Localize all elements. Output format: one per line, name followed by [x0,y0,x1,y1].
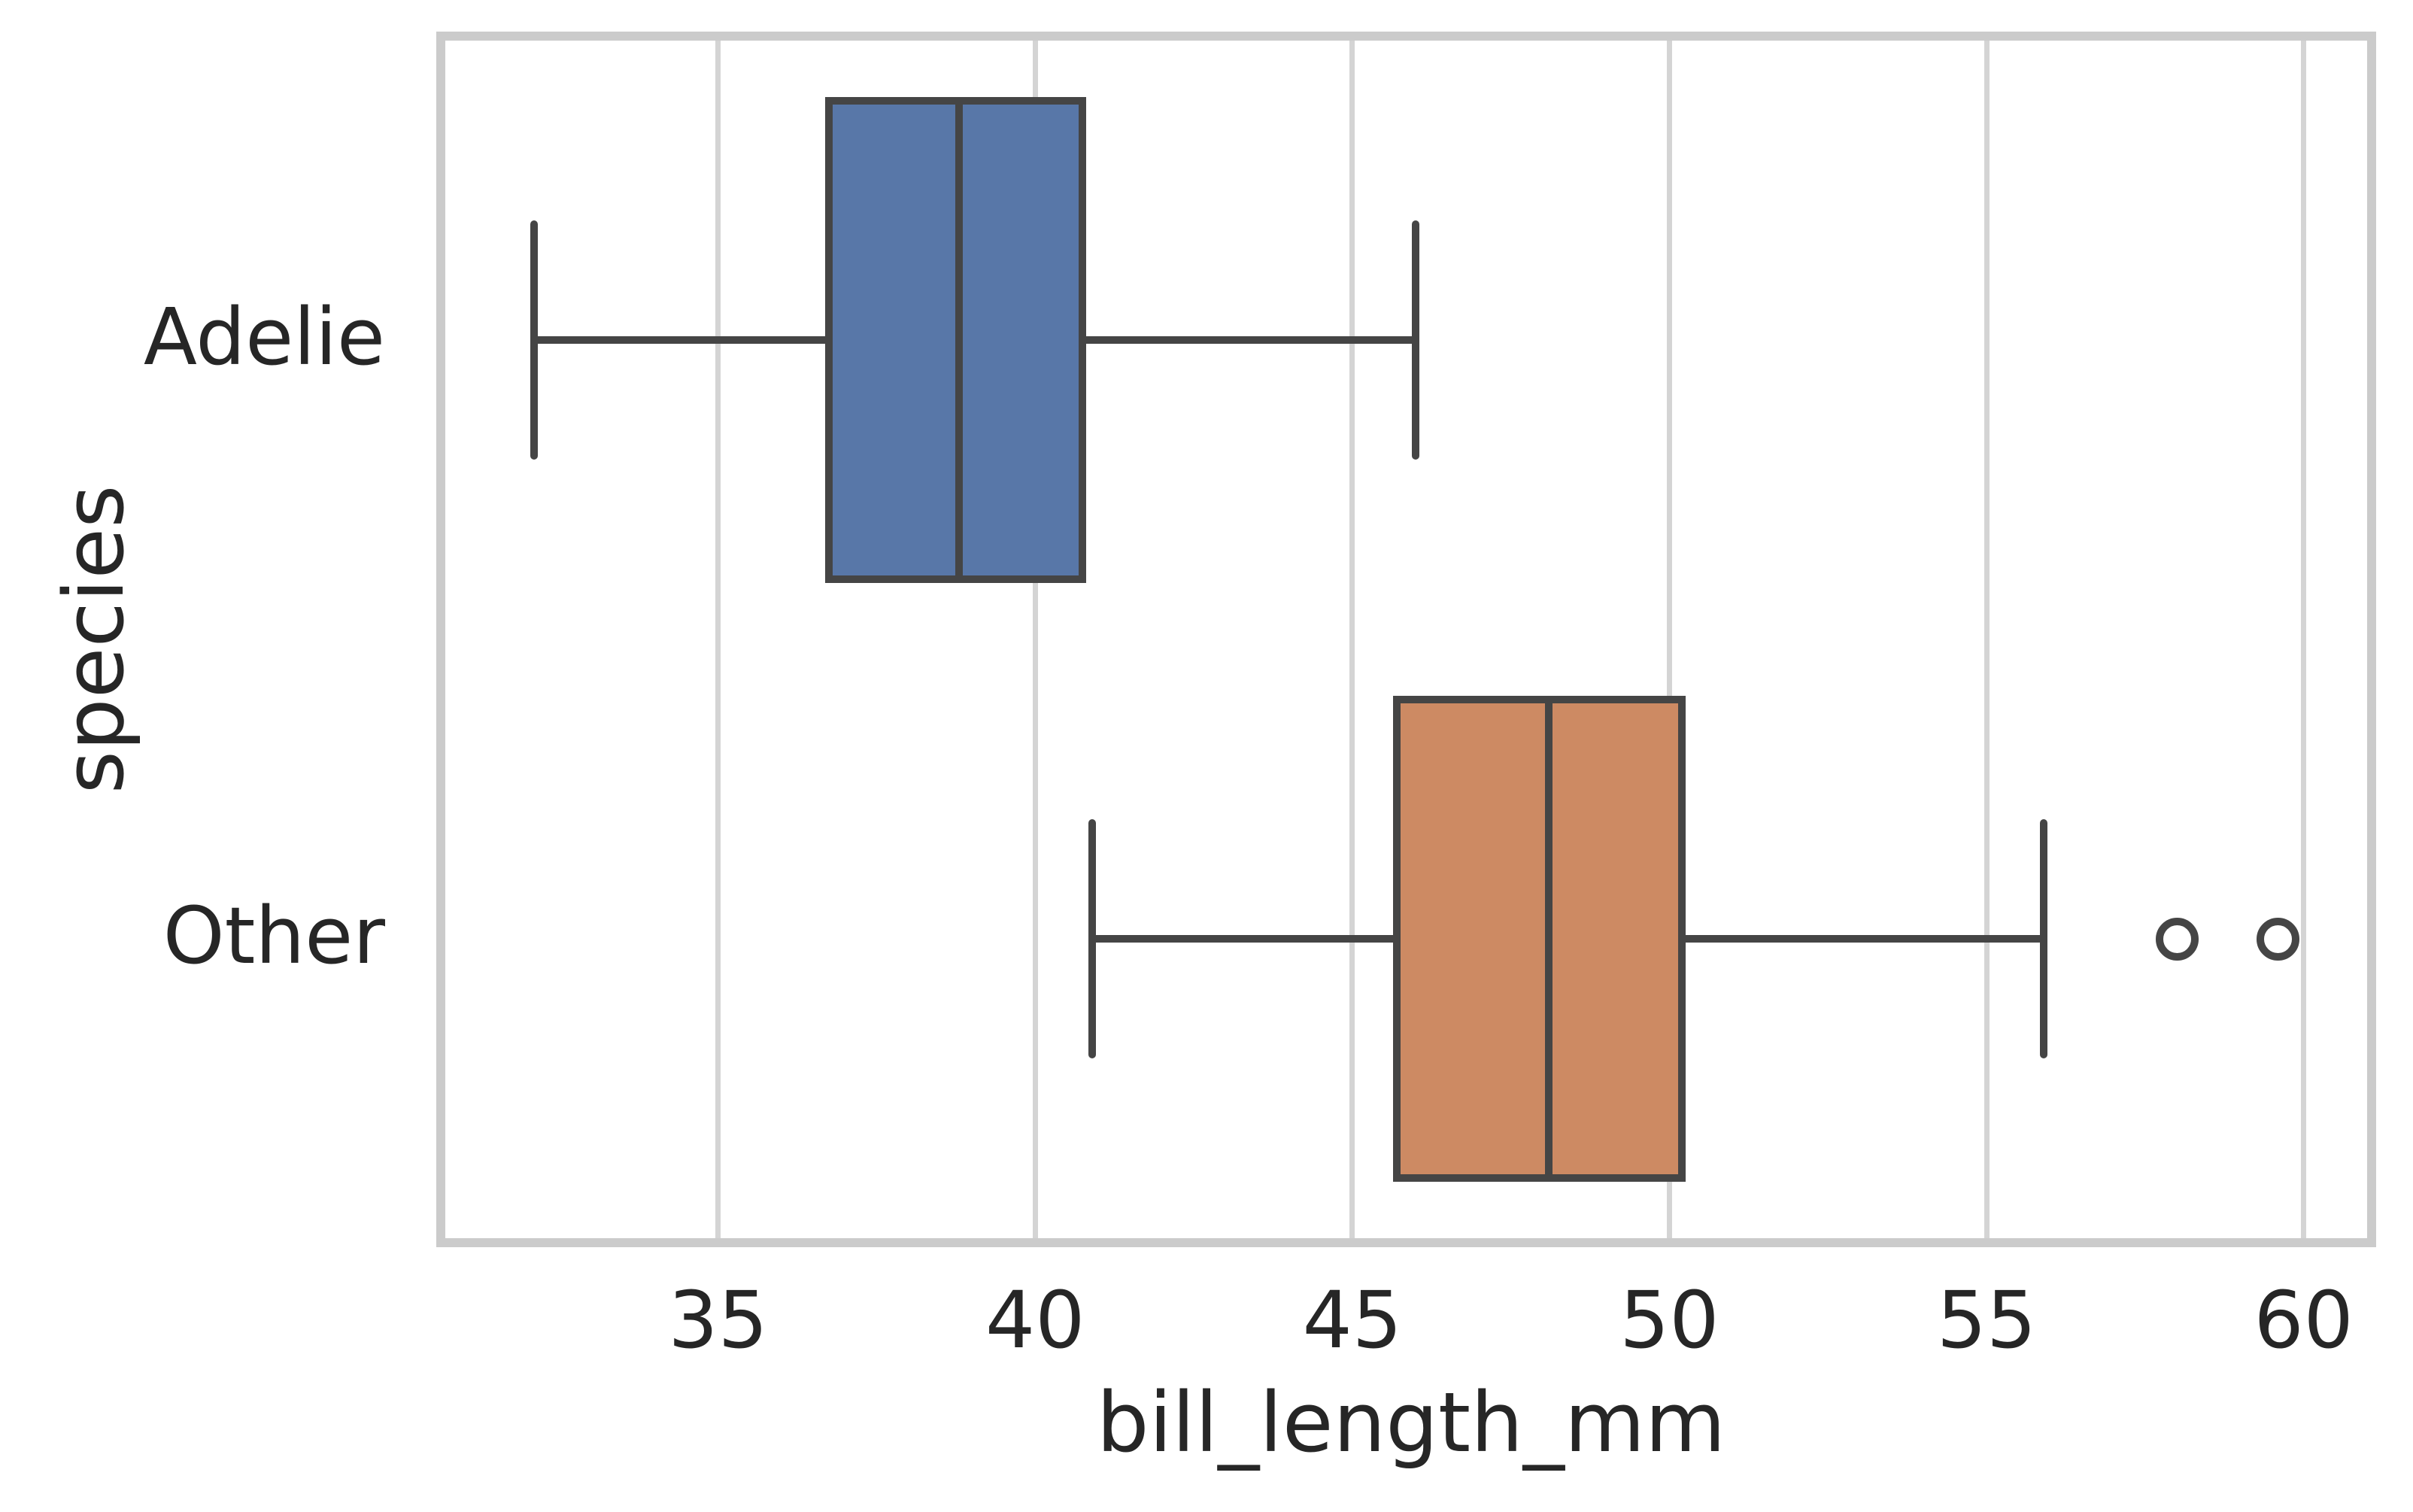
x-gridline [715,41,721,1238]
median-line [1545,699,1553,1179]
x-tick-label: 40 [985,1274,1085,1366]
x-gridline [1984,41,1990,1238]
outlier-marker [2257,917,2300,961]
x-tick-label: 50 [1619,1274,1719,1366]
x-tick-label: 60 [2254,1274,2354,1366]
x-axis-title: bill_length_mm [1096,1374,1726,1471]
x-tick-label: 45 [1302,1274,1402,1366]
whisker-line-low [1092,935,1397,943]
x-gridline [1349,41,1355,1238]
median-line [955,100,964,580]
y-tick-label: Other [162,889,385,982]
whisker-line-low [534,336,830,344]
x-gridline [1032,41,1038,1238]
x-gridline [1666,41,1672,1238]
whisker-line-high [1682,935,2044,943]
outlier-marker [2155,917,2199,961]
x-tick-label: 55 [1936,1274,2037,1366]
x-tick-label: 35 [668,1274,768,1366]
box-other [1392,695,1686,1183]
y-tick-label: Adelie [143,290,385,383]
whisker-cap [530,220,539,460]
x-gridline [2301,41,2307,1238]
whisker-line-high [1082,336,1416,344]
whisker-cap [1412,220,1420,460]
y-axis-title: species [46,484,142,794]
whisker-cap [1088,818,1097,1059]
whisker-cap [2039,818,2047,1059]
